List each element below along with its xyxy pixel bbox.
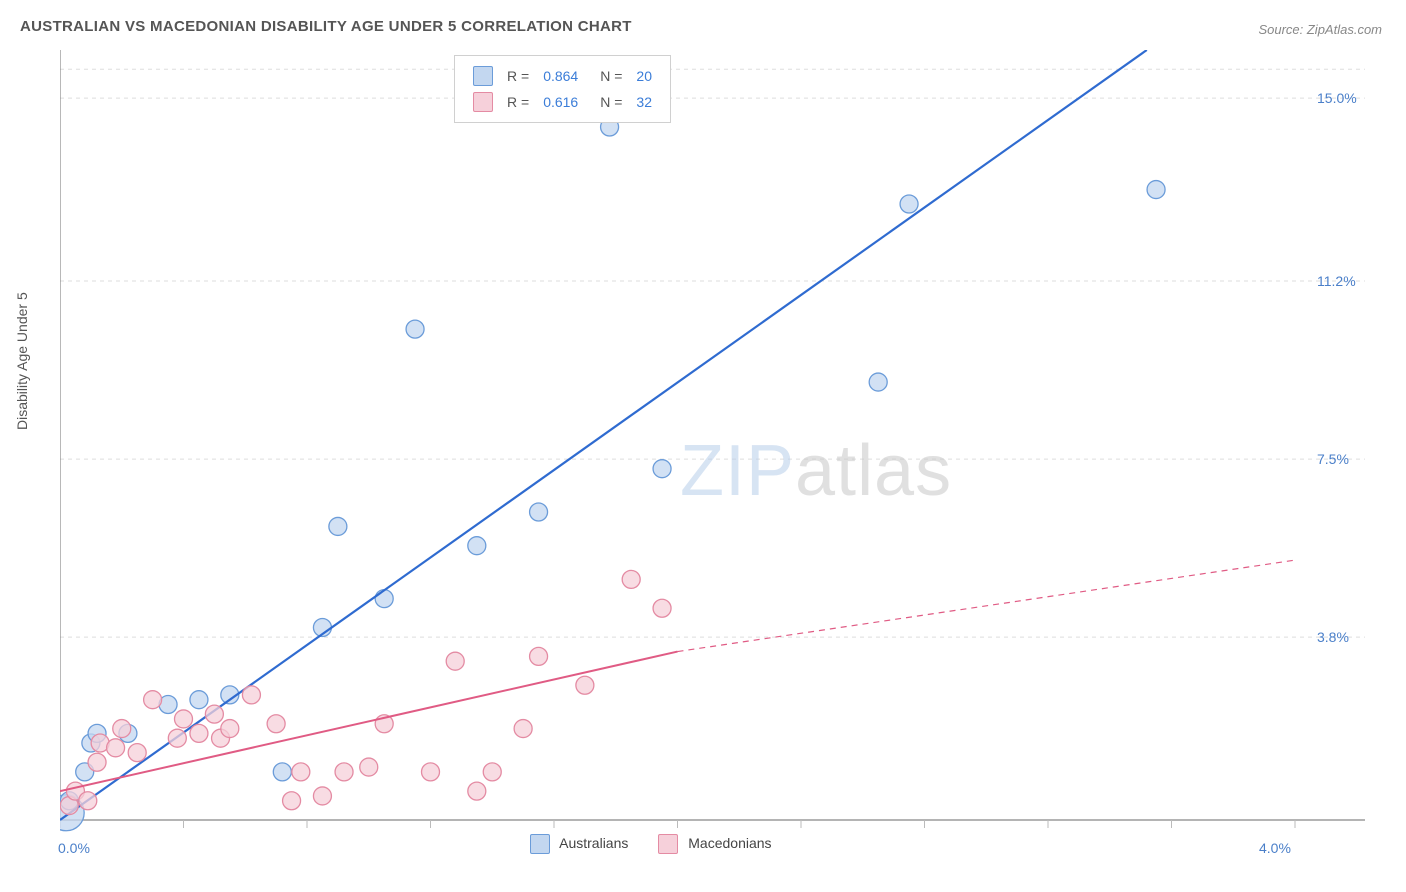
legend-swatch	[658, 834, 678, 854]
y-tick-label: 7.5%	[1317, 451, 1349, 467]
chart-title: AUSTRALIAN VS MACEDONIAN DISABILITY AGE …	[20, 18, 632, 35]
plot-area: ZIPatlas	[60, 50, 1380, 830]
y-tick-label: 11.2%	[1317, 273, 1356, 289]
y-tick-label: 3.8%	[1317, 629, 1349, 645]
source-label: Source: ZipAtlas.com	[1258, 22, 1382, 37]
x-tick-label: 0.0%	[58, 840, 90, 856]
legend-item: Macedonians	[658, 835, 771, 851]
legend-swatch	[530, 834, 550, 854]
series-legend: Australians Macedonians	[530, 834, 802, 854]
x-tick-label: 4.0%	[1259, 840, 1291, 856]
chart-svg	[60, 50, 1380, 870]
legend-swatch	[473, 92, 493, 112]
y-tick-label: 15.0%	[1317, 90, 1357, 106]
correlation-legend: R =0.864N =20R =0.616N =32	[454, 55, 671, 123]
legend-swatch	[473, 66, 493, 86]
legend-item: Australians	[530, 835, 628, 851]
y-axis-label: Disability Age Under 5	[14, 292, 30, 430]
